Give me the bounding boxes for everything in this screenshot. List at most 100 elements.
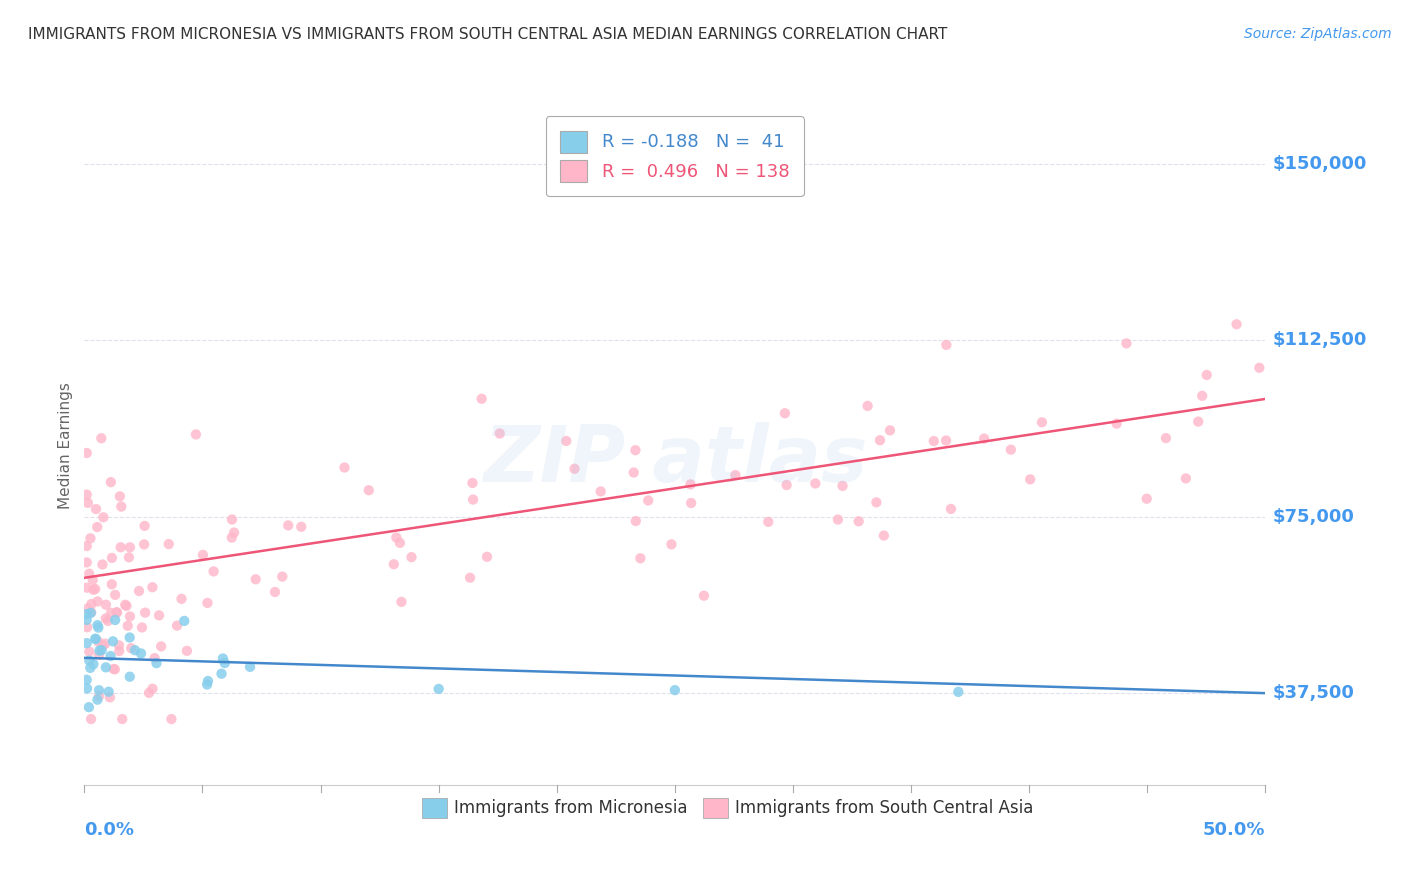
Point bbox=[82, 573, 104, 587]
Point bbox=[148, 608, 170, 623]
Point bbox=[118, 609, 141, 624]
Point bbox=[87, 634, 110, 648]
Point bbox=[1249, 360, 1271, 375]
Y-axis label: Median Earnings: Median Earnings bbox=[58, 383, 73, 509]
Point bbox=[87, 621, 110, 635]
Point bbox=[221, 512, 243, 526]
Point bbox=[90, 431, 112, 445]
Point bbox=[357, 483, 380, 498]
Point bbox=[76, 556, 98, 570]
Point bbox=[118, 550, 141, 565]
Point bbox=[628, 551, 651, 566]
Point bbox=[488, 426, 510, 441]
Point bbox=[77, 644, 100, 658]
Point bbox=[110, 500, 132, 514]
Point bbox=[128, 584, 150, 599]
Point bbox=[94, 598, 117, 612]
Point bbox=[114, 598, 136, 612]
Point bbox=[224, 525, 246, 540]
Point bbox=[724, 468, 747, 483]
Text: ZIP atlas: ZIP atlas bbox=[482, 422, 868, 498]
Point bbox=[82, 582, 104, 597]
Point bbox=[76, 539, 98, 553]
Point bbox=[624, 443, 647, 458]
Point bbox=[101, 634, 124, 648]
Point bbox=[461, 492, 484, 507]
Point bbox=[108, 639, 131, 653]
Point bbox=[1105, 417, 1128, 431]
Point bbox=[401, 550, 423, 565]
Point bbox=[271, 569, 294, 583]
Point bbox=[693, 589, 716, 603]
Point bbox=[84, 582, 107, 596]
Point bbox=[879, 423, 901, 437]
Point bbox=[105, 606, 128, 620]
Point bbox=[134, 606, 156, 620]
Point bbox=[104, 613, 127, 627]
Point bbox=[290, 520, 312, 534]
Point bbox=[143, 651, 166, 665]
Point bbox=[105, 605, 128, 619]
Point bbox=[681, 496, 703, 510]
Point bbox=[131, 620, 153, 634]
Point bbox=[1225, 318, 1247, 332]
Point bbox=[100, 475, 122, 490]
Point bbox=[239, 660, 262, 674]
Point bbox=[104, 588, 127, 602]
Point bbox=[471, 392, 494, 406]
Point bbox=[935, 434, 957, 448]
Point bbox=[134, 537, 156, 551]
Point bbox=[84, 632, 107, 646]
Point bbox=[145, 656, 167, 670]
Text: 50.0%: 50.0% bbox=[1204, 821, 1265, 838]
Text: Immigrants from Micronesia: Immigrants from Micronesia bbox=[454, 799, 688, 817]
Point bbox=[461, 475, 484, 490]
Point bbox=[104, 662, 127, 676]
Point bbox=[108, 644, 131, 658]
Point bbox=[84, 502, 107, 516]
Point bbox=[679, 477, 702, 491]
Point bbox=[76, 636, 98, 650]
Point bbox=[103, 662, 125, 676]
Point bbox=[939, 502, 962, 516]
Point bbox=[76, 488, 98, 502]
Point bbox=[475, 549, 498, 564]
Point bbox=[191, 548, 214, 562]
Text: $75,000: $75,000 bbox=[1272, 508, 1354, 525]
Point bbox=[76, 581, 98, 595]
Point bbox=[94, 637, 117, 651]
Point bbox=[87, 689, 110, 703]
Point bbox=[166, 618, 188, 632]
Point bbox=[211, 666, 233, 681]
Point bbox=[150, 640, 173, 654]
Point bbox=[98, 690, 121, 705]
Point bbox=[82, 657, 104, 672]
Point bbox=[333, 460, 356, 475]
Point bbox=[160, 712, 183, 726]
Point bbox=[76, 673, 98, 687]
Point bbox=[94, 660, 117, 674]
Point bbox=[76, 601, 98, 615]
Point bbox=[76, 681, 98, 696]
Point bbox=[80, 597, 103, 611]
Point bbox=[1195, 368, 1218, 382]
Point bbox=[79, 532, 101, 546]
Point bbox=[664, 683, 686, 698]
Point bbox=[195, 677, 218, 691]
Text: $150,000: $150,000 bbox=[1272, 154, 1367, 172]
Point bbox=[775, 478, 797, 492]
Point bbox=[624, 514, 647, 528]
Point bbox=[91, 639, 114, 653]
Point bbox=[97, 684, 120, 698]
Point bbox=[214, 656, 236, 670]
Point bbox=[76, 613, 98, 627]
Point bbox=[391, 595, 413, 609]
Point bbox=[1154, 431, 1177, 445]
Point bbox=[221, 531, 243, 545]
Point bbox=[76, 620, 98, 634]
Point bbox=[97, 614, 120, 628]
Point bbox=[77, 566, 100, 581]
Point bbox=[382, 558, 405, 572]
Point bbox=[117, 619, 139, 633]
Point bbox=[129, 647, 152, 661]
